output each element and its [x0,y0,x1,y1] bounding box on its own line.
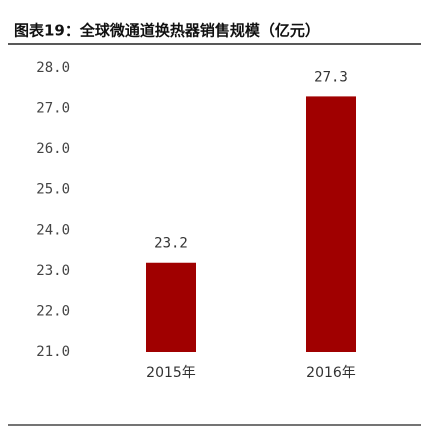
y-tick-label: 21.0 [36,344,70,360]
y-tick-label: 23.0 [36,263,70,279]
bar [306,96,356,353]
x-tick-label: 2016年 [306,365,356,381]
y-tick-label: 25.0 [36,182,70,198]
y-tick-label: 27.0 [36,101,70,117]
y-tick-label: 24.0 [36,222,70,238]
chart-title: 图表19：全球微通道换热器销售规模（亿元） [14,22,320,40]
x-tick-label: 2015年 [146,365,196,381]
y-tick-label: 28.0 [36,60,70,76]
y-tick-label: 22.0 [36,303,70,319]
value-label: 27.3 [314,69,348,85]
value-label: 23.2 [154,236,188,252]
y-tick-label: 26.0 [36,141,70,157]
bar [146,262,196,352]
